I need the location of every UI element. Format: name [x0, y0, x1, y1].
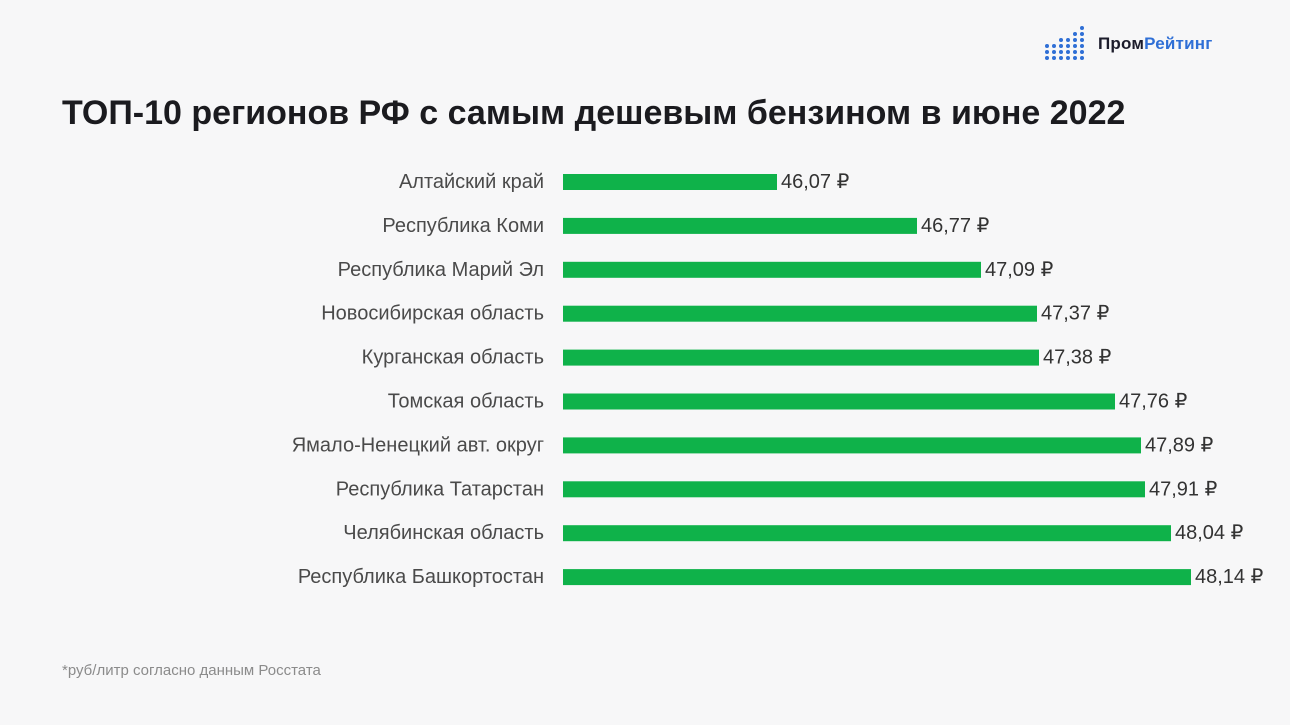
- bar: [563, 525, 1171, 542]
- value-label: 48,14 ₽: [1195, 566, 1264, 588]
- value-label: 46,07 ₽: [781, 171, 850, 193]
- category-label: Томская область: [388, 391, 544, 413]
- value-label: 47,91 ₽: [1149, 478, 1218, 500]
- value-label: 48,04 ₽: [1175, 522, 1244, 544]
- logo-text-part1: Пром: [1098, 34, 1145, 53]
- bar: [563, 305, 1037, 322]
- value-label: 47,89 ₽: [1145, 434, 1214, 456]
- bar: [563, 217, 917, 234]
- value-label: 47,38 ₽: [1043, 347, 1112, 369]
- bar: [563, 349, 1039, 366]
- bar: [563, 569, 1191, 586]
- bar: [563, 437, 1141, 454]
- category-label: Новосибирская область: [321, 303, 544, 325]
- value-label: 47,37 ₽: [1041, 303, 1110, 325]
- value-label: 47,09 ₽: [985, 259, 1054, 281]
- category-label: Ямало-Ненецкий авт. округ: [292, 434, 544, 456]
- bar: [563, 393, 1115, 410]
- category-label: Республика Коми: [382, 215, 544, 237]
- value-label: 47,76 ₽: [1119, 391, 1188, 413]
- value-label: 46,77 ₽: [921, 215, 990, 237]
- bar: [563, 261, 981, 278]
- category-label: Республика Марий Эл: [338, 259, 544, 281]
- bar: [563, 174, 777, 190]
- footnote: *руб/литр согласно данным Росстата: [62, 662, 321, 679]
- category-label: Республика Татарстан: [336, 478, 544, 500]
- logo-text-part2: Рейтинг: [1144, 34, 1213, 53]
- category-label: Республика Башкортостан: [298, 566, 544, 588]
- logo-text: ПромРейтинг: [1098, 34, 1213, 54]
- chart-title: ТОП-10 регионов РФ с самым дешевым бензи…: [62, 94, 1126, 132]
- category-label: Челябинская область: [343, 522, 544, 544]
- logo: ПромРейтинг: [1044, 24, 1213, 64]
- category-label: Курганская область: [362, 347, 544, 369]
- bar: [563, 481, 1145, 498]
- bar-dots-icon: [1045, 26, 1084, 60]
- category-label: Алтайский край: [399, 171, 544, 193]
